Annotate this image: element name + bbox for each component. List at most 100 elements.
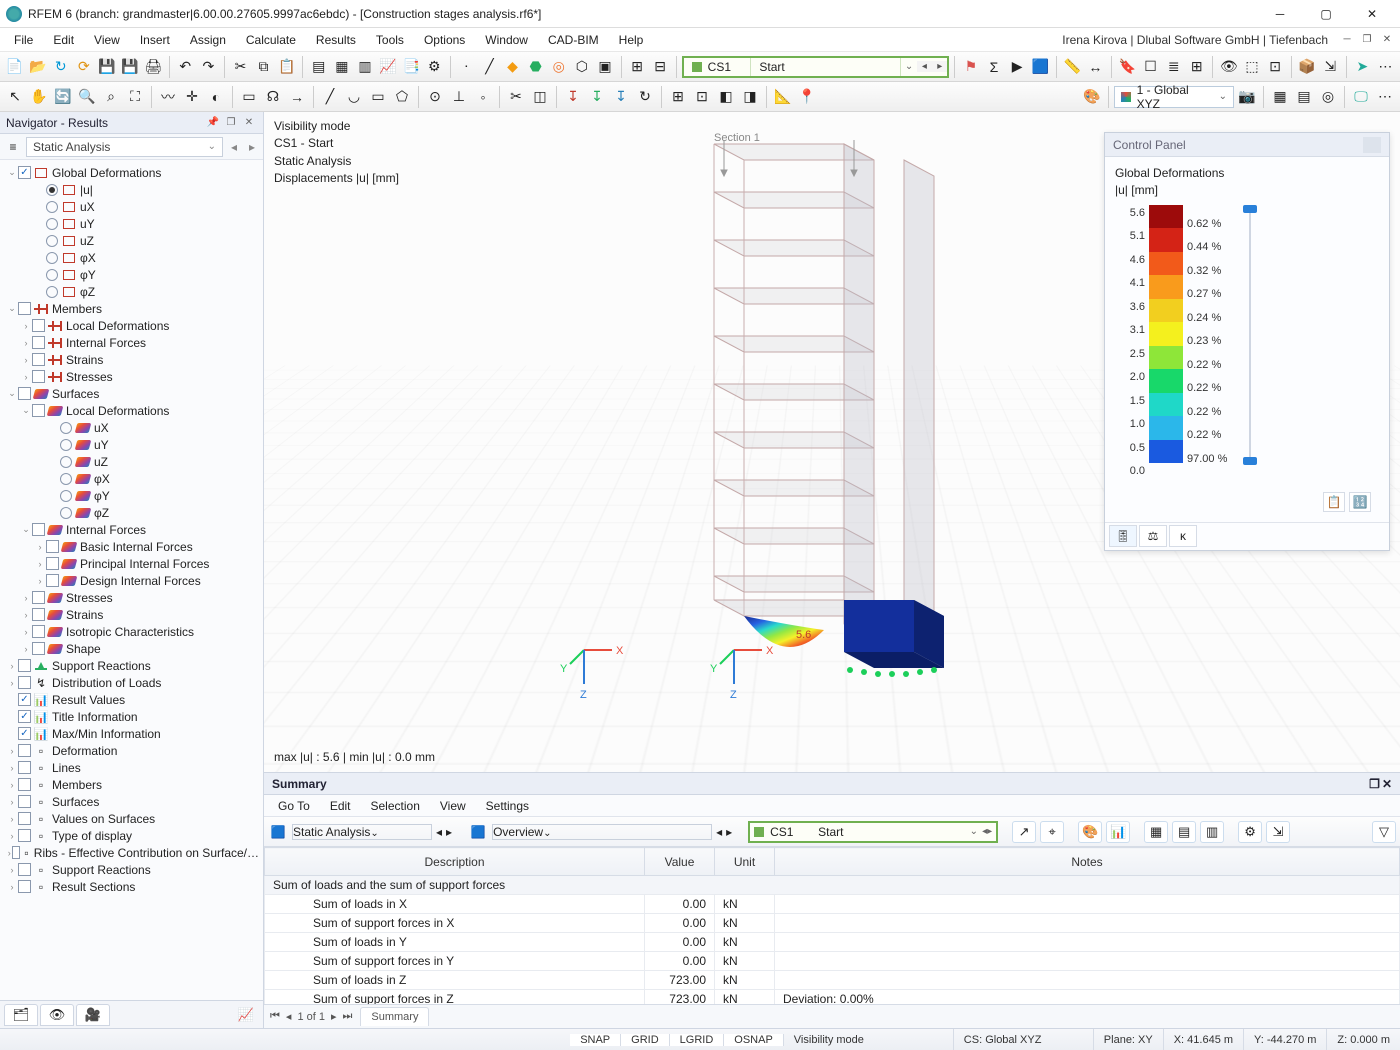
radio[interactable] <box>46 269 58 281</box>
pan-icon[interactable]: ✋ <box>28 86 50 108</box>
summary-menu-edit[interactable]: Edit <box>322 797 359 815</box>
draw-line-icon[interactable]: ╱ <box>319 86 341 108</box>
node-surf-if-principal-internal-forces[interactable]: › Principal Internal Forces <box>0 555 263 572</box>
control-panel[interactable]: Control Panel Global Deformations |u| [m… <box>1104 132 1390 551</box>
m4-icon[interactable]: ◨ <box>739 86 761 108</box>
node-global-def[interactable]: ⌄✓ Global Deformations <box>0 164 263 181</box>
expand-icon[interactable]: ⌄ <box>20 524 32 535</box>
m1-icon[interactable]: ⊞ <box>667 86 689 108</box>
print-icon[interactable]: 🖨 <box>143 56 164 78</box>
sum-next2-icon[interactable]: ▸ <box>726 825 732 839</box>
summary-combo-1[interactable]: Static Analysis⌄ <box>292 824 432 840</box>
col-value[interactable]: Value <box>645 848 715 876</box>
expand-icon[interactable]: › <box>6 882 18 892</box>
checkbox[interactable] <box>18 387 31 400</box>
paste-icon[interactable]: 📋 <box>276 56 297 78</box>
summary-popout-icon[interactable]: ❐ <box>1369 777 1380 791</box>
radio[interactable] <box>60 422 72 434</box>
close-button[interactable]: ✕ <box>1350 3 1394 25</box>
tbl3-icon[interactable]: ▥ <box>1200 821 1224 843</box>
wire-icon[interactable]: ⊡ <box>1265 56 1286 78</box>
opening-icon[interactable]: ◎ <box>548 56 569 78</box>
node-surf-ld-uZ[interactable]: uZ <box>0 453 263 470</box>
tag-icon[interactable]: 🔖 <box>1117 56 1138 78</box>
checkbox[interactable]: ✓ <box>18 710 31 723</box>
node-surf-ld-uY[interactable]: uY <box>0 436 263 453</box>
minimize-button[interactable]: ─ <box>1258 3 1302 25</box>
locate-icon[interactable]: ⌖ <box>1040 821 1064 843</box>
grid-icon[interactable]: ⊞ <box>627 56 648 78</box>
checkbox[interactable] <box>12 846 20 859</box>
tab-show-icon[interactable]: 👁 <box>40 1004 74 1026</box>
menu-help[interactable]: Help <box>609 30 654 50</box>
pin-icon[interactable]: 📌 <box>205 115 221 131</box>
loadcase-icon[interactable]: ▭ <box>238 86 260 108</box>
expand-icon[interactable]: › <box>20 321 32 331</box>
node-values-on-surfaces[interactable]: › ▫ Values on Surfaces <box>0 810 263 827</box>
list-icon[interactable]: ≡ <box>4 140 22 154</box>
menu-calculate[interactable]: Calculate <box>236 30 306 50</box>
expand-icon[interactable]: › <box>6 814 18 824</box>
grid2-icon[interactable]: ⊟ <box>650 56 671 78</box>
node-surf-stresses[interactable]: › Stresses <box>0 589 263 606</box>
checkbox[interactable] <box>46 540 59 553</box>
redo-icon[interactable]: ↷ <box>198 56 219 78</box>
node-members-strains[interactable]: › Strains <box>0 351 263 368</box>
expand-icon[interactable]: › <box>20 644 32 654</box>
node-result-values[interactable]: ✓ 📊 Result Values <box>0 691 263 708</box>
tab-video-icon[interactable]: 🎥 <box>76 1004 110 1026</box>
sync-icon[interactable]: ⟳ <box>73 56 94 78</box>
table-row[interactable]: Sum of support forces in Z723.00kNDeviat… <box>265 990 1400 1005</box>
radio[interactable] <box>60 439 72 451</box>
panels-icon[interactable]: ⊞ <box>1186 56 1207 78</box>
reload-icon[interactable]: ↻ <box>50 56 71 78</box>
zload-icon[interactable]: ↧ <box>610 86 632 108</box>
report-icon[interactable]: 📑 <box>401 56 422 78</box>
pick-icon[interactable]: ↗ <box>1012 821 1036 843</box>
checkbox[interactable] <box>18 744 31 757</box>
expand-icon[interactable]: › <box>6 865 18 875</box>
radio[interactable] <box>60 490 72 502</box>
snap-icon[interactable]: ⊙ <box>424 86 446 108</box>
node-surf-ld-φZ[interactable]: φZ <box>0 504 263 521</box>
first-page-icon[interactable]: ⏮ <box>270 1010 280 1023</box>
checkbox[interactable] <box>32 353 45 366</box>
tbl1-icon[interactable]: ▦ <box>1144 821 1168 843</box>
summary-table[interactable]: DescriptionValueUnitNotesSum of loads an… <box>264 847 1400 1004</box>
zoomwin-icon[interactable]: ⌕ <box>100 86 122 108</box>
tab-results-icon[interactable]: 📈 <box>233 1004 259 1026</box>
arrow-icon[interactable]: → <box>286 86 308 108</box>
node-title-information[interactable]: ✓ 📊 Title Information <box>0 708 263 725</box>
cp-tab-colors[interactable]: 🎚 <box>1109 525 1137 547</box>
misc1-icon[interactable]: ⬡ <box>571 56 592 78</box>
radio[interactable] <box>46 252 58 264</box>
legend-icon[interactable]: 🟦 <box>1030 56 1051 78</box>
node-surf-if[interactable]: ⌄ Internal Forces <box>0 521 263 538</box>
node-surf-if-basic-internal-forces[interactable]: › Basic Internal Forces <box>0 538 263 555</box>
checkbox[interactable] <box>18 863 31 876</box>
table-row[interactable]: Sum of support forces in X0.00kN <box>265 914 1400 933</box>
new-file-icon[interactable]: 📄 <box>4 56 25 78</box>
expand-icon[interactable]: › <box>20 338 32 348</box>
checkbox[interactable] <box>18 812 31 825</box>
summary-combo-2[interactable]: Overview⌄ <box>492 824 712 840</box>
mdi-restore-icon[interactable]: ❐ <box>1358 32 1376 48</box>
node-radio-uY[interactable]: uY <box>0 215 263 232</box>
expand-icon[interactable]: ⌄ <box>6 167 18 178</box>
node-radio-|u|[interactable]: |u| <box>0 181 263 198</box>
filter-icon[interactable]: ▽ <box>1372 821 1396 843</box>
summary-cs-selector[interactable]: CS1 Start ⌄ ◂ ▸ <box>748 821 998 843</box>
expand-icon[interactable]: › <box>20 593 32 603</box>
expand-icon[interactable]: › <box>6 763 18 773</box>
radio[interactable] <box>46 286 58 298</box>
node-radio-φZ[interactable]: φZ <box>0 283 263 300</box>
cs-dropdown-icon[interactable]: ⌄ <box>901 61 916 72</box>
cp-tab-balance[interactable]: ⚖ <box>1139 525 1167 547</box>
global-axes-combo[interactable]: 1 - Global XYZ ⌄ <box>1114 86 1234 108</box>
node-surf-if-design-internal-forces[interactable]: › Design Internal Forces <box>0 572 263 589</box>
checkbox[interactable] <box>32 336 45 349</box>
sum-prev2-icon[interactable]: ◂ <box>716 825 722 839</box>
expand-icon[interactable]: ⌄ <box>6 303 18 314</box>
expand-icon[interactable]: › <box>6 797 18 807</box>
expand-icon[interactable]: › <box>34 559 46 569</box>
